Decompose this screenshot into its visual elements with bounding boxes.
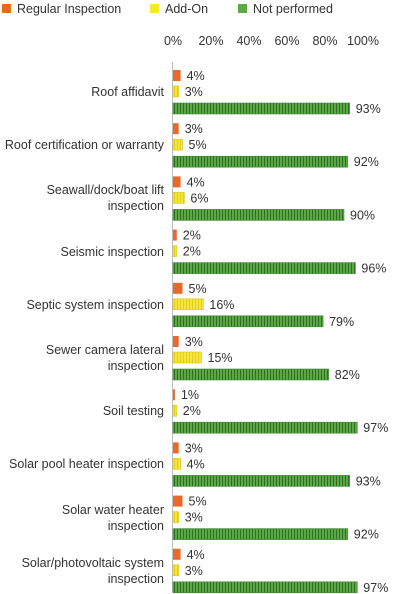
data-label-add-on: 6% xyxy=(190,191,208,205)
x-tick-label: 80% xyxy=(312,34,337,48)
data-label-not-performed: 90% xyxy=(350,208,375,222)
category-label-solar-pool-heater-inspection: Solar pool heater inspection xyxy=(9,457,164,472)
category-label-solar-photovoltaic-system-inspection: Solar/photovoltaic system inspection xyxy=(21,555,164,586)
category-label-solar-water-heater-inspection: Solar water heater inspection xyxy=(61,502,164,533)
data-label-not-performed: 97% xyxy=(363,581,388,594)
data-label-regular-inspection: 5% xyxy=(189,495,207,509)
bar-regular-inspection-roof-certification-or-warranty xyxy=(173,123,179,135)
data-label-regular-inspection: 5% xyxy=(189,282,207,296)
bar-not-performed-seismic-inspection xyxy=(172,262,356,274)
legend-label-not-performed: Not performed xyxy=(253,2,333,16)
bar-regular-inspection-solar-photovoltaic-system-inspection xyxy=(173,548,181,560)
x-tick-label: 20% xyxy=(198,34,223,48)
legend: Regular Inspection Add-On Not performed xyxy=(0,0,400,18)
bar-not-performed-solar-photovoltaic-system-inspection xyxy=(172,581,358,594)
bar-regular-inspection-seismic-inspection xyxy=(173,229,177,241)
bar-regular-inspection-soil-testing xyxy=(173,389,175,401)
legend-swatch-add-on xyxy=(150,4,159,13)
bar-regular-inspection-septic-system-inspection xyxy=(173,282,183,294)
bar-not-performed-septic-system-inspection xyxy=(172,315,324,328)
data-label-regular-inspection: 3% xyxy=(185,441,203,455)
x-tick-label: 0% xyxy=(164,34,182,48)
data-label-not-performed: 79% xyxy=(329,315,354,329)
legend-swatch-regular-inspection xyxy=(2,4,11,13)
data-label-regular-inspection: 4% xyxy=(187,175,205,189)
data-label-not-performed: 93% xyxy=(356,102,381,116)
data-label-not-performed: 92% xyxy=(354,528,379,542)
bar-regular-inspection-sewer-camera-lateral-inspection xyxy=(173,336,179,347)
category-label-seismic-inspection: Seismic inspection xyxy=(60,244,164,259)
bar-add-on-sewer-camera-lateral-inspection xyxy=(172,351,202,364)
x-axis-ticks: 0% 20% 40% 60% 80% 100% xyxy=(164,34,379,48)
data-label-add-on: 5% xyxy=(189,138,207,152)
bar-add-on-soil-testing xyxy=(172,404,178,417)
data-label-regular-inspection: 3% xyxy=(185,122,203,136)
bar-add-on-seismic-inspection xyxy=(172,245,178,257)
category-label-roof-affidavit: Roof affidavit xyxy=(91,85,164,99)
legend-label-add-on: Add-On xyxy=(165,2,209,16)
data-label-add-on: 2% xyxy=(183,404,201,418)
data-label-regular-inspection: 2% xyxy=(183,229,201,243)
data-label-not-performed: 82% xyxy=(335,368,360,382)
bar-not-performed-sewer-camera-lateral-inspection xyxy=(172,368,330,381)
bar-not-performed-solar-water-heater-inspection xyxy=(172,528,349,540)
bar-not-performed-roof-affidavit xyxy=(172,102,350,115)
data-label-not-performed: 96% xyxy=(361,262,386,276)
data-label-regular-inspection: 4% xyxy=(187,548,205,562)
category-label-septic-system-inspection: Septic system inspection xyxy=(26,297,164,312)
bars: 4%3%93%3%5%92%4%6%90%2%2%96%5%16%79%3%15… xyxy=(172,69,388,594)
data-label-add-on: 3% xyxy=(185,85,203,99)
data-label-not-performed: 97% xyxy=(363,421,388,435)
bar-regular-inspection-seawall-dock-boat-lift-inspection xyxy=(173,176,181,188)
category-label-seawall-dock-boat-lift-inspection: Seawall/dock/boat lift inspection xyxy=(46,183,164,214)
data-label-add-on: 15% xyxy=(208,351,233,365)
x-tick-label: 100% xyxy=(347,34,379,48)
legend-item-add-on: Add-On xyxy=(150,2,208,16)
bar-regular-inspection-solar-water-heater-inspection xyxy=(173,495,183,507)
bar-add-on-solar-photovoltaic-system-inspection xyxy=(172,564,179,577)
bar-add-on-septic-system-inspection xyxy=(172,298,204,311)
bar-add-on-roof-certification-or-warranty xyxy=(172,138,183,151)
bar-not-performed-solar-pool-heater-inspection xyxy=(172,475,350,487)
data-label-regular-inspection: 3% xyxy=(185,335,203,349)
x-tick-label: 40% xyxy=(236,34,261,48)
x-tick-label: 60% xyxy=(274,34,299,48)
bar-regular-inspection-roof-affidavit xyxy=(173,70,181,81)
data-label-regular-inspection: 4% xyxy=(187,69,205,83)
bar-not-performed-soil-testing xyxy=(172,421,358,434)
bar-add-on-roof-affidavit xyxy=(172,85,179,98)
category-label-soil-testing: Soil testing xyxy=(102,404,164,419)
legend-item-not-performed: Not performed xyxy=(238,2,333,16)
data-label-add-on: 3% xyxy=(185,511,203,525)
bar-add-on-solar-water-heater-inspection xyxy=(172,511,179,523)
legend-label-regular-inspection: Regular Inspection xyxy=(17,2,122,16)
legend-item-regular-inspection: Regular Inspection xyxy=(2,2,121,16)
legend-swatch-not-performed xyxy=(238,4,247,13)
category-label-roof-certification-or-warranty: Roof certification or warranty xyxy=(4,138,164,153)
data-label-regular-inspection: 1% xyxy=(181,388,199,402)
data-label-not-performed: 92% xyxy=(354,155,379,169)
bar-add-on-seawall-dock-boat-lift-inspection xyxy=(172,192,185,204)
data-label-not-performed: 93% xyxy=(356,474,381,488)
data-label-add-on: 16% xyxy=(209,298,234,312)
category-label-sewer-camera-lateral-inspection: Sewer camera lateral inspection xyxy=(45,343,164,373)
data-label-add-on: 3% xyxy=(185,564,203,578)
bar-not-performed-roof-certification-or-warranty xyxy=(172,155,349,168)
bar-not-performed-seawall-dock-boat-lift-inspection xyxy=(172,209,345,221)
bar-add-on-solar-pool-heater-inspection xyxy=(172,458,181,470)
bar-regular-inspection-solar-pool-heater-inspection xyxy=(173,442,179,454)
data-label-add-on: 2% xyxy=(183,245,201,259)
data-label-add-on: 4% xyxy=(187,457,205,471)
